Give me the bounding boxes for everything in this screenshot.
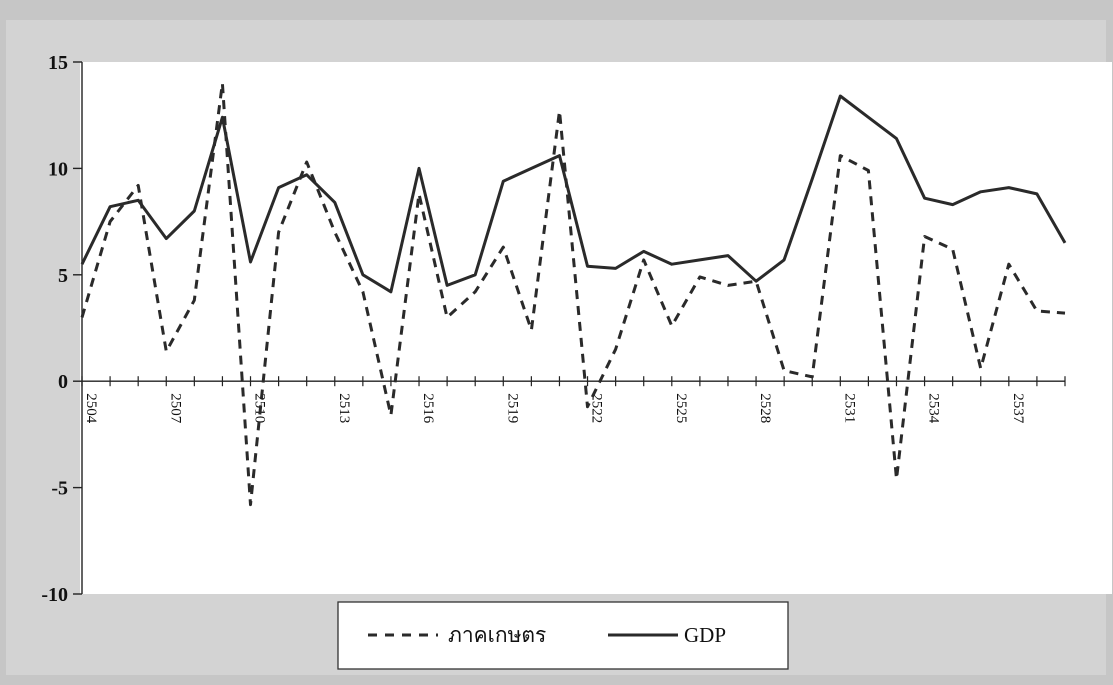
y-tick-label: -10 (41, 584, 68, 606)
y-tick-label: 10 (48, 158, 68, 180)
series-line-agriculture (80, 81, 1066, 507)
x-tick-label: 2528 (757, 393, 773, 423)
y-tick-label: 0 (58, 371, 68, 393)
x-tick-label: 2516 (420, 393, 436, 424)
y-tick-label: -5 (51, 478, 68, 500)
x-tick-label: 2522 (589, 393, 605, 423)
x-tick-label: 2531 (841, 393, 857, 423)
legend-box (337, 601, 789, 670)
x-tick-label: 2537 (1010, 393, 1026, 424)
y-tick-label: 5 (58, 265, 68, 287)
series-lines (80, 81, 1067, 507)
legend-label-gdp: GDP (684, 623, 726, 647)
x-tick-label: 2504 (83, 393, 99, 424)
x-tick-label: 2519 (504, 393, 520, 423)
legend: ภาคเกษตร GDP (337, 601, 789, 670)
x-tick-label: 2513 (336, 393, 352, 423)
plot-area (80, 62, 1112, 594)
legend-label-agriculture: ภาคเกษตร (448, 623, 546, 647)
y-tick-label: 15 (48, 52, 68, 74)
x-tick-label: 2534 (926, 393, 942, 424)
x-tick-label: 2507 (167, 393, 183, 424)
series-line-gdp (80, 94, 1067, 294)
x-tick-label: 2525 (673, 393, 689, 423)
